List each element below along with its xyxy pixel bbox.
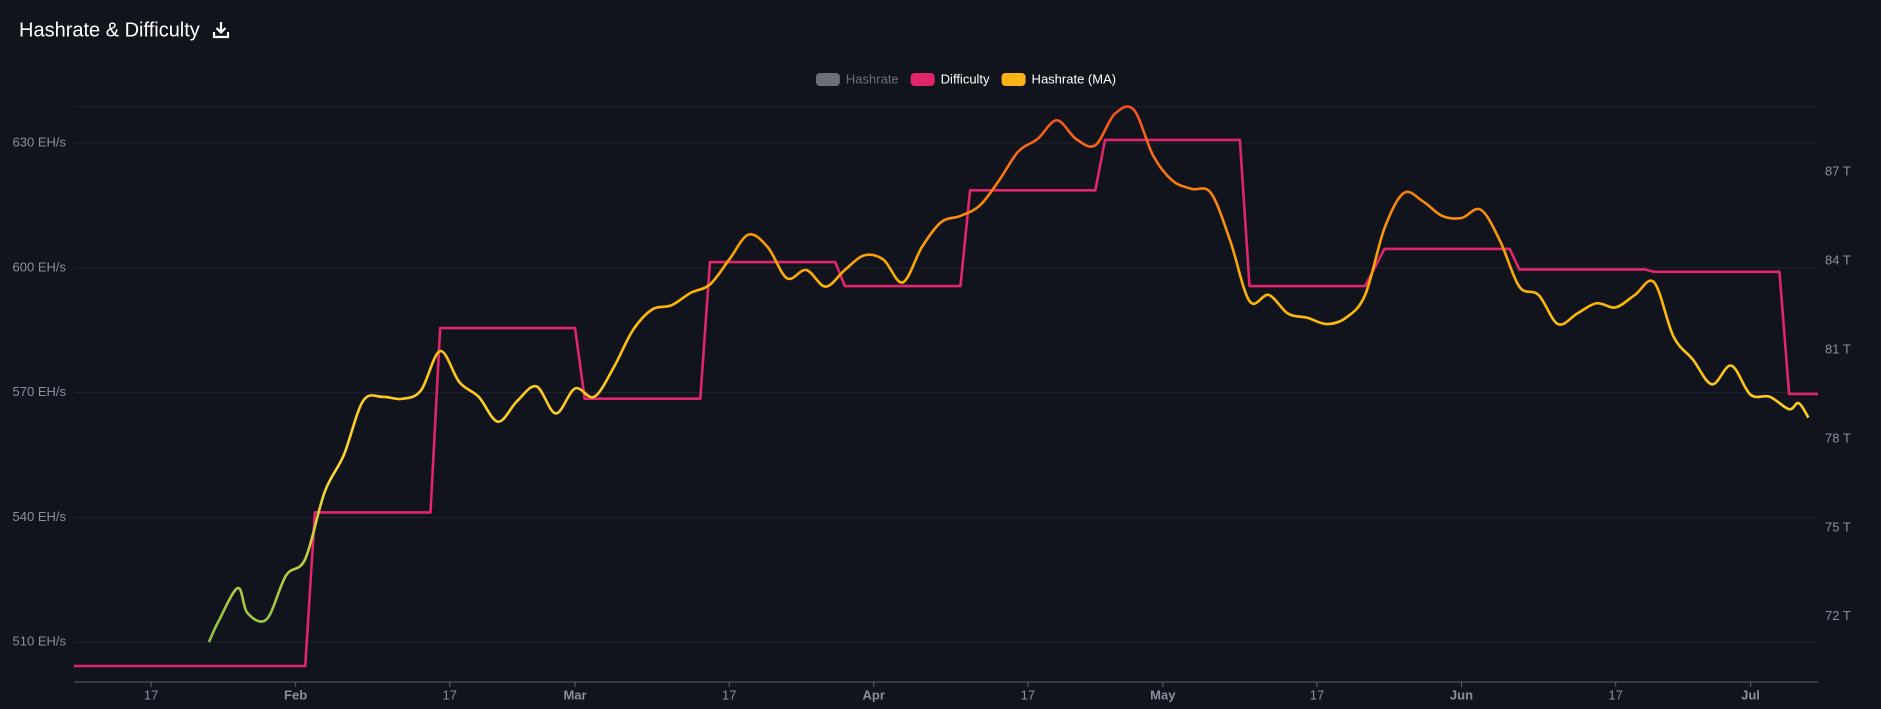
- x-tick-label: 17: [443, 687, 457, 702]
- legend-swatch: [1001, 73, 1026, 86]
- x-tick-label: Feb: [284, 687, 307, 702]
- download-button[interactable]: [212, 22, 230, 39]
- download-icon: [215, 22, 227, 35]
- legend-item[interactable]: Difficulty: [910, 71, 990, 86]
- legend-label: Hashrate: [846, 71, 899, 86]
- x-tick-label: 17: [1310, 687, 1324, 702]
- x-tick-label: Apr: [863, 687, 885, 702]
- y2-tick-label: 75 T: [1825, 519, 1851, 534]
- y2-tick-label: 72 T: [1825, 608, 1851, 623]
- y-tick-label: 540 EH/s: [13, 509, 67, 524]
- x-tick-label: May: [1150, 687, 1176, 702]
- download-icon-tray: [212, 32, 230, 39]
- y-tick-label: 510 EH/s: [13, 634, 67, 649]
- x-tick-label: Mar: [563, 687, 586, 702]
- legend-swatch: [815, 73, 840, 86]
- series-line: [74, 138, 1818, 668]
- legend-label: Hashrate (MA): [1032, 71, 1117, 86]
- x-tick-label: 17: [1021, 687, 1035, 702]
- y-tick-label: 600 EH/s: [13, 259, 67, 274]
- x-tick-label: Jun: [1450, 687, 1473, 702]
- legend-swatch: [910, 73, 935, 86]
- x-tick-label: 17: [144, 687, 158, 702]
- legend: Hashrate Difficulty Hashrate (MA): [815, 71, 1117, 86]
- legend-item[interactable]: Hashrate (MA): [1001, 71, 1117, 86]
- y2-tick-label: 78 T: [1825, 430, 1851, 445]
- y2-tick-label: 81 T: [1825, 341, 1851, 356]
- y-tick-label: 630 EH/s: [13, 135, 67, 150]
- legend-label: Difficulty: [941, 71, 990, 86]
- y2-tick-label: 84 T: [1825, 253, 1851, 268]
- y2-tick-label: 87 T: [1825, 164, 1851, 179]
- series-line: [207, 105, 1810, 643]
- x-tick-label: 17: [722, 687, 736, 702]
- legend-item[interactable]: Hashrate: [815, 71, 899, 86]
- x-tick-label: 17: [1608, 687, 1622, 702]
- chart-title: Hashrate & Difficulty: [19, 19, 200, 41]
- y-tick-label: 570 EH/s: [13, 384, 67, 399]
- x-tick-label: Jul: [1741, 687, 1760, 702]
